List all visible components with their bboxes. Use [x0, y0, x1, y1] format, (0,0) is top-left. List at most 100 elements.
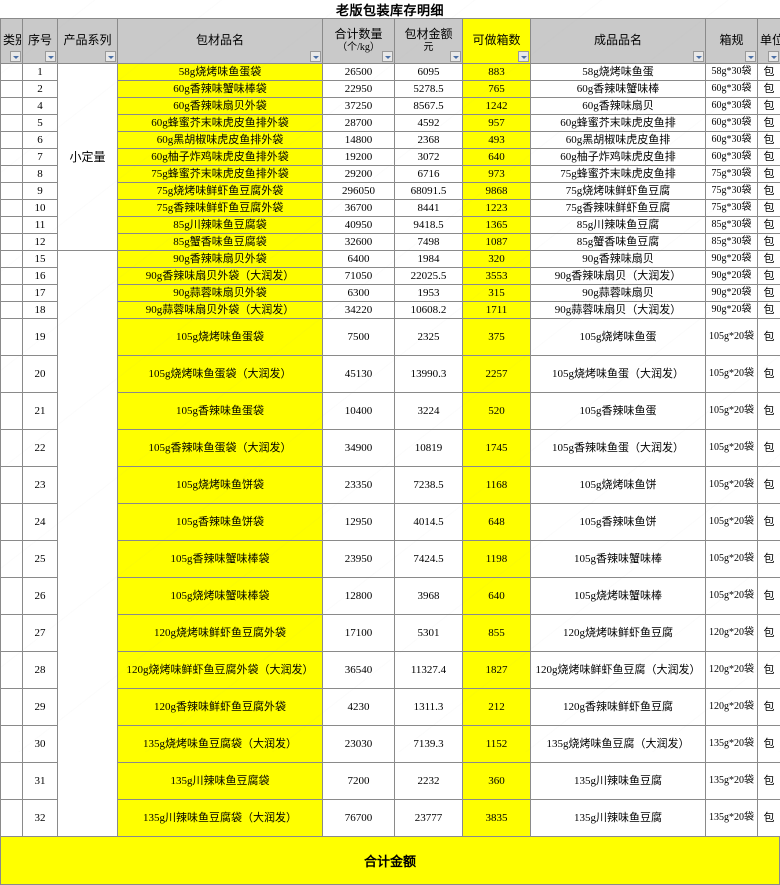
cell-package-name[interactable]: 105g香辣味鱼蛋袋（大润发） [118, 430, 323, 467]
cell-package-name[interactable]: 135g川辣味鱼豆腐袋（大润发） [118, 800, 323, 837]
cell-index[interactable]: 15 [23, 251, 58, 268]
cell-product-name[interactable]: 120g香辣味鲜虾鱼豆腐 [531, 689, 706, 726]
cell-material-amount[interactable]: 13990.3 [395, 356, 463, 393]
cell-index[interactable]: 19 [23, 319, 58, 356]
cell-product-name[interactable]: 60g香辣味蟹味棒 [531, 81, 706, 98]
cell-unit[interactable]: 包 [758, 251, 780, 268]
cell-material-amount[interactable]: 10819 [395, 430, 463, 467]
cell-box-spec[interactable]: 60g*30袋 [706, 115, 758, 132]
cell-index[interactable]: 21 [23, 393, 58, 430]
cell-category[interactable] [1, 149, 23, 166]
cell-package-name[interactable]: 60g蜂蜜芥末味虎皮鱼排外袋 [118, 115, 323, 132]
cell-box-spec[interactable]: 135g*20袋 [706, 800, 758, 837]
cell-box-count[interactable]: 765 [463, 81, 531, 98]
cell-material-amount[interactable]: 6095 [395, 64, 463, 81]
cell-box-spec[interactable]: 90g*20袋 [706, 251, 758, 268]
cell-package-name[interactable]: 105g香辣味鱼蛋袋 [118, 393, 323, 430]
cell-category[interactable] [1, 81, 23, 98]
cell-unit[interactable]: 包 [758, 115, 780, 132]
cell-index[interactable]: 6 [23, 132, 58, 149]
cell-package-name[interactable]: 120g烧烤味鲜虾鱼豆腐外袋（大润发） [118, 652, 323, 689]
cell-box-spec[interactable]: 60g*30袋 [706, 132, 758, 149]
cell-product-name[interactable]: 105g香辣味蟹味棒 [531, 541, 706, 578]
cell-material-amount[interactable]: 23777 [395, 800, 463, 837]
column-header-qty[interactable]: 合计数量 （个/kg） [323, 19, 395, 64]
cell-material-amount[interactable]: 22025.5 [395, 268, 463, 285]
cell-box-spec[interactable]: 105g*20袋 [706, 319, 758, 356]
cell-package-name[interactable]: 90g香辣味扇贝外袋（大润发） [118, 268, 323, 285]
cell-product-name[interactable]: 105g烧烤味蟹味棒 [531, 578, 706, 615]
cell-unit[interactable]: 包 [758, 504, 780, 541]
cell-index[interactable]: 9 [23, 183, 58, 200]
cell-product-name[interactable]: 75g烧烤味鲜虾鱼豆腐 [531, 183, 706, 200]
cell-total-qty[interactable]: 6300 [323, 285, 395, 302]
cell-material-amount[interactable]: 8441 [395, 200, 463, 217]
cell-index[interactable]: 7 [23, 149, 58, 166]
cell-unit[interactable]: 包 [758, 615, 780, 652]
cell-unit[interactable]: 包 [758, 285, 780, 302]
cell-index[interactable]: 2 [23, 81, 58, 98]
column-header-unit[interactable]: 单位 [758, 19, 780, 64]
cell-material-amount[interactable]: 68091.5 [395, 183, 463, 200]
cell-category[interactable] [1, 302, 23, 319]
cell-category[interactable] [1, 652, 23, 689]
cell-package-name[interactable]: 60g香辣味扇贝外袋 [118, 98, 323, 115]
cell-product-name[interactable]: 60g黑胡椒味虎皮鱼排 [531, 132, 706, 149]
cell-product-name[interactable]: 90g香辣味扇贝（大润发） [531, 268, 706, 285]
cell-material-amount[interactable]: 4014.5 [395, 504, 463, 541]
cell-total-qty[interactable]: 10400 [323, 393, 395, 430]
cell-total-qty[interactable]: 14800 [323, 132, 395, 149]
cell-package-name[interactable]: 90g蒜蓉味扇贝外袋（大润发） [118, 302, 323, 319]
cell-material-amount[interactable]: 7238.5 [395, 467, 463, 504]
column-header-category[interactable]: 类别 [1, 19, 23, 64]
cell-box-spec[interactable]: 75g*30袋 [706, 166, 758, 183]
cell-product-name[interactable]: 105g香辣味鱼蛋（大润发） [531, 430, 706, 467]
cell-index[interactable]: 29 [23, 689, 58, 726]
cell-index[interactable]: 10 [23, 200, 58, 217]
cell-package-name[interactable]: 85g蟹香味鱼豆腐袋 [118, 234, 323, 251]
cell-package-name[interactable]: 105g烧烤味蟹味棒袋 [118, 578, 323, 615]
cell-total-qty[interactable]: 296050 [323, 183, 395, 200]
cell-box-spec[interactable]: 90g*20袋 [706, 285, 758, 302]
cell-category[interactable] [1, 183, 23, 200]
cell-category[interactable] [1, 430, 23, 467]
cell-category[interactable] [1, 356, 23, 393]
cell-unit[interactable]: 包 [758, 64, 780, 81]
cell-unit[interactable]: 包 [758, 268, 780, 285]
cell-product-name[interactable]: 60g蜂蜜芥末味虎皮鱼排 [531, 115, 706, 132]
cell-material-amount[interactable]: 3968 [395, 578, 463, 615]
cell-unit[interactable]: 包 [758, 393, 780, 430]
cell-category[interactable] [1, 726, 23, 763]
cell-material-amount[interactable]: 1984 [395, 251, 463, 268]
cell-index[interactable]: 32 [23, 800, 58, 837]
cell-unit[interactable]: 包 [758, 166, 780, 183]
column-header-series[interactable]: 产品系列 [58, 19, 118, 64]
cell-unit[interactable]: 包 [758, 763, 780, 800]
cell-unit[interactable]: 包 [758, 356, 780, 393]
cell-product-name[interactable]: 90g蒜蓉味扇贝 [531, 285, 706, 302]
cell-box-count[interactable]: 493 [463, 132, 531, 149]
cell-unit[interactable]: 包 [758, 467, 780, 504]
cell-product-name[interactable]: 85g蟹香味鱼豆腐 [531, 234, 706, 251]
cell-package-name[interactable]: 75g烧烤味鲜虾鱼豆腐外袋 [118, 183, 323, 200]
cell-category[interactable] [1, 319, 23, 356]
cell-total-qty[interactable]: 22950 [323, 81, 395, 98]
cell-box-spec[interactable]: 105g*20袋 [706, 393, 758, 430]
cell-index[interactable]: 17 [23, 285, 58, 302]
cell-package-name[interactable]: 105g香辣味鱼饼袋 [118, 504, 323, 541]
cell-material-amount[interactable]: 3224 [395, 393, 463, 430]
filter-dropdown-icon[interactable] [693, 51, 704, 62]
